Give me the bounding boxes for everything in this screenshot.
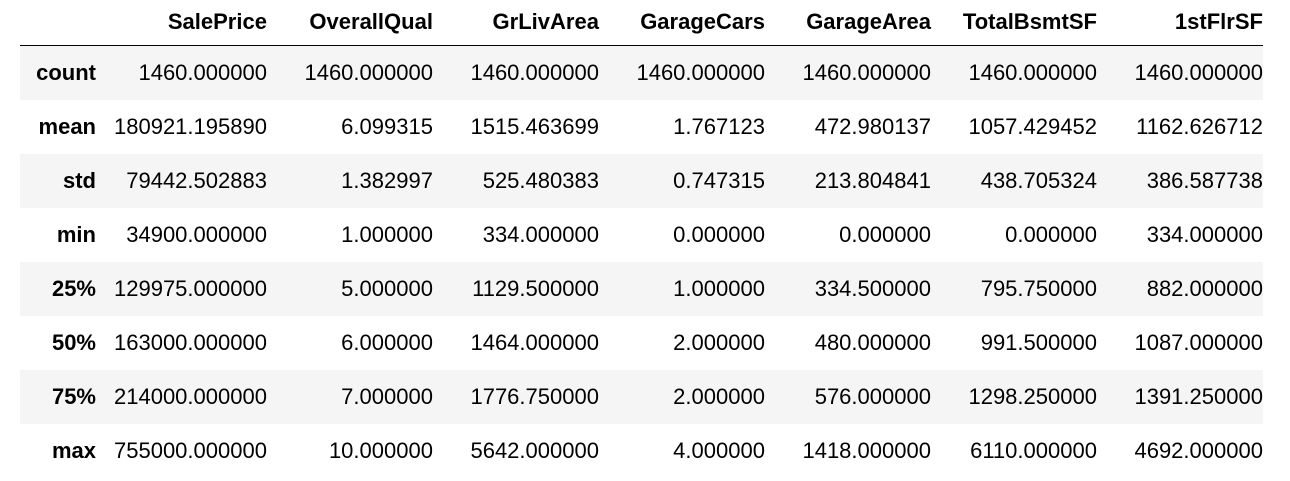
column-header: GrLivArea [492, 9, 599, 34]
row-label: count [36, 59, 96, 85]
table-cell: 34900.000000 [126, 221, 267, 247]
table-cell: 1460.000000 [304, 59, 433, 85]
table-cell: 1776.750000 [470, 383, 599, 409]
table-cell: 334.000000 [1146, 221, 1263, 247]
table-cell: 79442.502883 [126, 167, 267, 193]
table-cell: 5.000000 [341, 275, 433, 301]
table-cell: 525.480383 [482, 167, 599, 193]
table-cell: 1057.429452 [968, 113, 1097, 139]
column-header: 1stFlrSF [1174, 9, 1263, 34]
table-cell: 438.705324 [980, 167, 1097, 193]
table-cell: 472.980137 [814, 113, 931, 139]
index-header [20, 3, 96, 46]
column-header: OverallQual [309, 9, 433, 34]
table-cell: 1.000000 [341, 221, 433, 247]
table-cell: 10.000000 [328, 437, 433, 463]
table-cell: 795.750000 [980, 275, 1097, 301]
table-cell: 1460.000000 [636, 59, 765, 85]
table-cell: 214000.000000 [114, 383, 267, 409]
row-label: max [51, 437, 96, 463]
table-cell: 1.000000 [673, 275, 765, 301]
row-label: 25% [51, 275, 96, 301]
table-row: min 34900.000000 1.000000 334.000000 0.0… [20, 208, 1263, 262]
table-cell: 1129.500000 [472, 275, 599, 301]
table-cell: 1460.000000 [470, 59, 599, 85]
table-row: mean 180921.195890 6.099315 1515.463699 … [20, 100, 1263, 154]
table-cell: 755000.000000 [114, 437, 267, 463]
row-label: std [63, 167, 96, 193]
table-row: max 755000.000000 10.000000 5642.000000 … [20, 424, 1263, 478]
table-cell: 1460.000000 [1134, 59, 1263, 85]
table-cell: 2.000000 [673, 329, 765, 355]
table-cell: 180921.195890 [114, 113, 267, 139]
table-cell: 334.500000 [814, 275, 931, 301]
table-cell: 2.000000 [673, 383, 765, 409]
table-cell: 5642.000000 [470, 437, 599, 463]
table-cell: 1087.000000 [1134, 329, 1263, 355]
table-cell: 1418.000000 [802, 437, 931, 463]
table-cell: 1.767123 [673, 113, 765, 139]
header-row: SalePrice OverallQual GrLivArea GarageCa… [20, 3, 1263, 46]
column-header: GarageCars [640, 9, 765, 34]
table-cell: 576.000000 [814, 383, 931, 409]
table-row: 50% 163000.000000 6.000000 1464.000000 2… [20, 316, 1263, 370]
table-cell: 6.099315 [341, 113, 433, 139]
table-cell: 6.000000 [341, 329, 433, 355]
table-cell: 480.000000 [814, 329, 931, 355]
dataframe-output: SalePrice OverallQual GrLivArea GarageCa… [0, 3, 1290, 481]
table-cell: 0.000000 [839, 221, 931, 247]
table-cell: 1460.000000 [138, 59, 267, 85]
table-cell: 6110.000000 [970, 437, 1097, 463]
table-cell: 1460.000000 [802, 59, 931, 85]
table-cell: 882.000000 [1146, 275, 1263, 301]
table-cell: 213.804841 [814, 167, 931, 193]
table-cell: 4.000000 [673, 437, 765, 463]
table-cell: 0.000000 [1005, 221, 1097, 247]
describe-table: SalePrice OverallQual GrLivArea GarageCa… [20, 3, 1263, 478]
table-cell: 1464.000000 [470, 329, 599, 355]
table-cell: 7.000000 [341, 383, 433, 409]
row-label: mean [38, 113, 96, 139]
table-cell: 1515.463699 [470, 113, 599, 139]
table-row: 75% 214000.000000 7.000000 1776.750000 2… [20, 369, 1263, 424]
column-header: TotalBsmtSF [962, 9, 1097, 34]
table-cell: 334.000000 [482, 221, 599, 247]
table-cell: 1460.000000 [968, 59, 1097, 85]
table-cell: 1.382997 [341, 167, 433, 193]
table-cell: 0.000000 [673, 221, 765, 247]
table-row: 25% 129975.000000 5.000000 1129.500000 1… [20, 261, 1263, 316]
row-label: 75% [51, 383, 96, 409]
column-header: SalePrice [167, 9, 267, 34]
row-label: 50% [51, 329, 96, 355]
row-label: min [56, 221, 96, 247]
table-cell: 386.587738 [1146, 167, 1263, 193]
table-row: count 1460.000000 1460.000000 1460.00000… [20, 45, 1263, 100]
column-header: GarageArea [806, 9, 931, 34]
table-cell: 1391.250000 [1134, 383, 1263, 409]
table-row: std 79442.502883 1.382997 525.480383 0.7… [20, 153, 1263, 208]
table-cell: 991.500000 [980, 329, 1097, 355]
table-cell: 129975.000000 [114, 275, 267, 301]
table-cell: 1162.626712 [1136, 113, 1263, 139]
table-cell: 163000.000000 [114, 329, 267, 355]
table-cell: 0.747315 [673, 167, 765, 193]
table-cell: 4692.000000 [1134, 437, 1263, 463]
table-cell: 1298.250000 [968, 383, 1097, 409]
